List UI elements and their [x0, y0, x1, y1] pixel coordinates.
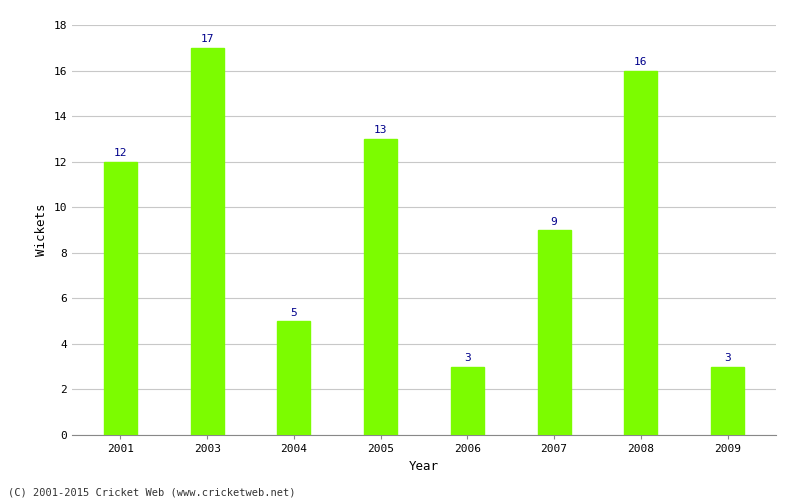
Text: 16: 16 — [634, 57, 647, 67]
Bar — [451, 366, 484, 435]
Bar — [364, 139, 397, 435]
X-axis label: Year: Year — [409, 460, 439, 472]
Text: 9: 9 — [550, 216, 558, 226]
Text: 12: 12 — [114, 148, 127, 158]
Bar — [104, 162, 137, 435]
Y-axis label: Wickets: Wickets — [35, 204, 48, 256]
Text: 5: 5 — [290, 308, 298, 318]
Text: 17: 17 — [201, 34, 214, 44]
Bar — [278, 321, 310, 435]
Text: (C) 2001-2015 Cricket Web (www.cricketweb.net): (C) 2001-2015 Cricket Web (www.cricketwe… — [8, 488, 295, 498]
Bar — [624, 70, 658, 435]
Bar — [711, 366, 744, 435]
Text: 13: 13 — [374, 126, 387, 136]
Bar — [538, 230, 570, 435]
Text: 3: 3 — [464, 353, 470, 363]
Text: 3: 3 — [724, 353, 731, 363]
Bar — [190, 48, 224, 435]
